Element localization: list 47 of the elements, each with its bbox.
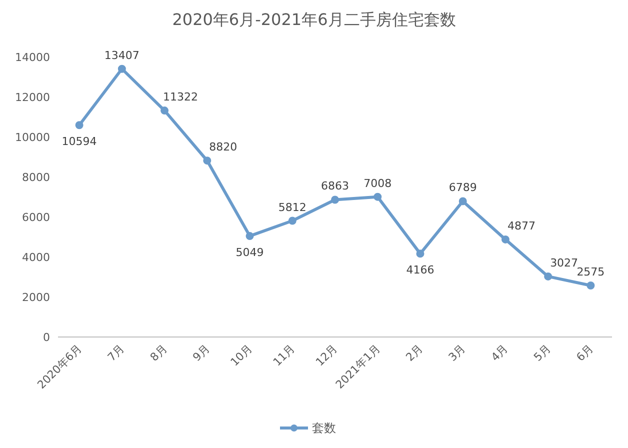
data-label: 13407 [104,48,140,62]
point [544,272,552,280]
x-tick-label: 5月 [531,342,554,364]
x-tick-label: 11月 [270,342,298,369]
point [416,250,424,258]
chart-title: 2020年6月-2021年6月二手房住宅套数 [172,10,456,29]
y-tick-label: 4000 [22,251,50,264]
data-label: 8820 [209,140,238,154]
y-tick-label: 6000 [22,211,50,224]
y-tick-label: 12000 [15,91,50,104]
x-tick-label: 12月 [313,342,340,369]
y-tick-label: 2000 [22,291,50,304]
point [458,197,467,206]
x-tick-label: 4月 [488,342,511,364]
data-label: 6863 [321,180,349,193]
data-label: 10594 [62,135,97,148]
point [374,192,382,201]
x-tick-label: 3月 [446,342,468,364]
y-tick-label: 8000 [22,171,50,184]
data-label: 3027 [550,256,578,270]
y-tick-label: 0 [43,331,50,344]
x-tick-label: 2月 [403,342,426,364]
point [118,64,126,73]
point [288,216,296,225]
x-tick-label: 10月 [228,342,255,369]
data-label: 4166 [406,264,434,277]
x-tick-label: 7月 [105,342,128,364]
x-tick-label: 6月 [574,342,596,364]
data-label: 5812 [278,200,306,214]
data-label: 7008 [364,176,392,190]
data-label: 5049 [236,246,264,260]
point [331,196,339,204]
x-tick-label: 9月 [190,342,212,364]
point [75,121,84,130]
data-label: 4877 [507,219,536,232]
point [501,235,510,244]
y-tick-label: 10000 [15,131,50,144]
data-label: 11322 [163,90,198,104]
point [246,232,254,240]
point [203,156,212,165]
y-tick-label: 14000 [15,51,50,64]
data-label: 2575 [576,266,605,278]
point [586,282,595,290]
data-label: 6789 [448,181,477,194]
legend-label: 套数 [312,421,336,435]
point [160,106,169,115]
x-tick-label: 8月 [148,342,170,364]
